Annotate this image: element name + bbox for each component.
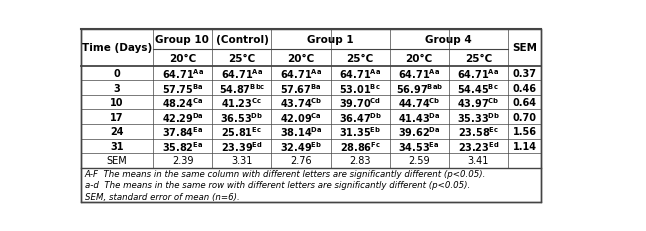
Text: 43.74$^{\mathregular{Cb}}$: 43.74$^{\mathregular{Cb}}$ bbox=[280, 96, 322, 110]
Text: 34.53$^{\mathregular{Ea}}$: 34.53$^{\mathregular{Ea}}$ bbox=[399, 139, 440, 153]
Text: 24: 24 bbox=[110, 127, 124, 137]
Text: 44.74$^{\mathregular{Cb}}$: 44.74$^{\mathregular{Cb}}$ bbox=[398, 96, 441, 110]
Text: 64.71$^{\mathregular{Aa}}$: 64.71$^{\mathregular{Aa}}$ bbox=[457, 67, 499, 81]
Text: Time (Days): Time (Days) bbox=[82, 43, 152, 53]
Text: 39.70$^{\mathregular{Cd}}$: 39.70$^{\mathregular{Cd}}$ bbox=[339, 96, 381, 110]
Text: 2.76: 2.76 bbox=[290, 156, 312, 166]
Text: 38.14$^{\mathregular{Da}}$: 38.14$^{\mathregular{Da}}$ bbox=[280, 125, 322, 139]
Text: 37.84$^{\mathregular{Ea}}$: 37.84$^{\mathregular{Ea}}$ bbox=[162, 125, 203, 139]
Text: 25°C: 25°C bbox=[228, 53, 256, 63]
Text: SEM: SEM bbox=[107, 156, 127, 166]
Text: 1.56: 1.56 bbox=[512, 127, 537, 137]
Text: 36.53$^{\mathregular{Db}}$: 36.53$^{\mathregular{Db}}$ bbox=[220, 110, 264, 124]
Text: 48.24$^{\mathregular{Ca}}$: 48.24$^{\mathregular{Ca}}$ bbox=[162, 96, 203, 110]
Text: 41.43$^{\mathregular{Da}}$: 41.43$^{\mathregular{Da}}$ bbox=[398, 110, 441, 124]
Text: Group 4: Group 4 bbox=[425, 35, 472, 45]
Text: 64.71$^{\mathregular{Aa}}$: 64.71$^{\mathregular{Aa}}$ bbox=[221, 67, 263, 81]
Text: 35.82$^{\mathregular{Ea}}$: 35.82$^{\mathregular{Ea}}$ bbox=[162, 139, 203, 153]
Bar bbox=[81, 168, 541, 202]
Text: A-F  The means in the same column with different letters are significantly diffe: A-F The means in the same column with di… bbox=[85, 169, 486, 178]
Text: 20°C: 20°C bbox=[406, 53, 433, 63]
Bar bbox=[81, 30, 541, 67]
Text: 42.09$^{\mathregular{Ca}}$: 42.09$^{\mathregular{Ca}}$ bbox=[280, 110, 322, 124]
Text: 43.97$^{\mathregular{Cb}}$: 43.97$^{\mathregular{Cb}}$ bbox=[457, 96, 499, 110]
Text: 64.71$^{\mathregular{Aa}}$: 64.71$^{\mathregular{Aa}}$ bbox=[162, 67, 204, 81]
Text: 36.47$^{\mathregular{Db}}$: 36.47$^{\mathregular{Db}}$ bbox=[339, 110, 382, 124]
Text: 25°C: 25°C bbox=[346, 53, 374, 63]
Text: 0.64: 0.64 bbox=[512, 98, 537, 108]
Text: Group 10  (Control): Group 10 (Control) bbox=[156, 35, 269, 45]
Text: 10: 10 bbox=[110, 98, 124, 108]
Text: 54.45$^{\mathregular{Bc}}$: 54.45$^{\mathregular{Bc}}$ bbox=[457, 81, 499, 95]
Text: 64.71$^{\mathregular{Aa}}$: 64.71$^{\mathregular{Aa}}$ bbox=[339, 67, 381, 81]
Text: 0.37: 0.37 bbox=[512, 69, 537, 79]
Text: 3.31: 3.31 bbox=[231, 156, 253, 166]
Text: 23.39$^{\mathregular{Ed}}$: 23.39$^{\mathregular{Ed}}$ bbox=[221, 139, 263, 153]
Text: 3: 3 bbox=[114, 83, 120, 93]
Text: 17: 17 bbox=[110, 112, 124, 122]
Text: 0: 0 bbox=[114, 69, 120, 79]
Text: 64.71$^{\mathregular{Aa}}$: 64.71$^{\mathregular{Aa}}$ bbox=[398, 67, 441, 81]
Text: 1.14: 1.14 bbox=[512, 141, 537, 151]
Text: 32.49$^{\mathregular{Eb}}$: 32.49$^{\mathregular{Eb}}$ bbox=[280, 139, 322, 153]
Text: SEM: SEM bbox=[512, 43, 537, 53]
Text: 2.59: 2.59 bbox=[408, 156, 430, 166]
Text: 25°C: 25°C bbox=[464, 53, 492, 63]
Text: 0.46: 0.46 bbox=[512, 83, 537, 93]
Text: Group 1: Group 1 bbox=[307, 35, 354, 45]
Text: 35.33$^{\mathregular{Db}}$: 35.33$^{\mathregular{Db}}$ bbox=[457, 110, 500, 124]
Text: SEM, standard error of mean (n=6).: SEM, standard error of mean (n=6). bbox=[85, 192, 240, 201]
Text: 23.23$^{\mathregular{Ed}}$: 23.23$^{\mathregular{Ed}}$ bbox=[457, 139, 499, 153]
Text: 2.83: 2.83 bbox=[349, 156, 371, 166]
Text: 20°C: 20°C bbox=[287, 53, 315, 63]
Text: 2.39: 2.39 bbox=[172, 156, 194, 166]
Text: 31.35$^{\mathregular{Eb}}$: 31.35$^{\mathregular{Eb}}$ bbox=[339, 125, 381, 139]
Text: 42.29$^{\mathregular{Da}}$: 42.29$^{\mathregular{Da}}$ bbox=[162, 110, 204, 124]
Text: 54.87$^{\mathregular{Bbc}}$: 54.87$^{\mathregular{Bbc}}$ bbox=[219, 81, 265, 95]
Text: 41.23$^{\mathregular{Cc}}$: 41.23$^{\mathregular{Cc}}$ bbox=[222, 96, 262, 110]
Text: 53.01$^{\mathregular{Bc}}$: 53.01$^{\mathregular{Bc}}$ bbox=[339, 81, 381, 95]
Text: 0.70: 0.70 bbox=[512, 112, 537, 122]
Text: 25.81$^{\mathregular{Ec}}$: 25.81$^{\mathregular{Ec}}$ bbox=[222, 125, 262, 139]
Text: 28.86$^{\mathregular{Fc}}$: 28.86$^{\mathregular{Fc}}$ bbox=[340, 139, 380, 153]
Text: a-d  The means in the same row with different letters are significantly differen: a-d The means in the same row with diffe… bbox=[85, 181, 470, 189]
Text: 39.62$^{\mathregular{Da}}$: 39.62$^{\mathregular{Da}}$ bbox=[398, 125, 441, 139]
Text: 20°C: 20°C bbox=[169, 53, 196, 63]
Bar bbox=[81, 67, 541, 168]
Text: 64.71$^{\mathregular{Aa}}$: 64.71$^{\mathregular{Aa}}$ bbox=[280, 67, 322, 81]
Text: 57.67$^{\mathregular{Ba}}$: 57.67$^{\mathregular{Ba}}$ bbox=[280, 81, 322, 95]
Text: 31: 31 bbox=[110, 141, 124, 151]
Text: 3.41: 3.41 bbox=[468, 156, 489, 166]
Text: 23.58$^{\mathregular{Ec}}$: 23.58$^{\mathregular{Ec}}$ bbox=[458, 125, 499, 139]
Text: 56.97$^{\mathregular{Bab}}$: 56.97$^{\mathregular{Bab}}$ bbox=[395, 81, 443, 95]
Text: 57.75$^{\mathregular{Ba}}$: 57.75$^{\mathregular{Ba}}$ bbox=[162, 81, 203, 95]
